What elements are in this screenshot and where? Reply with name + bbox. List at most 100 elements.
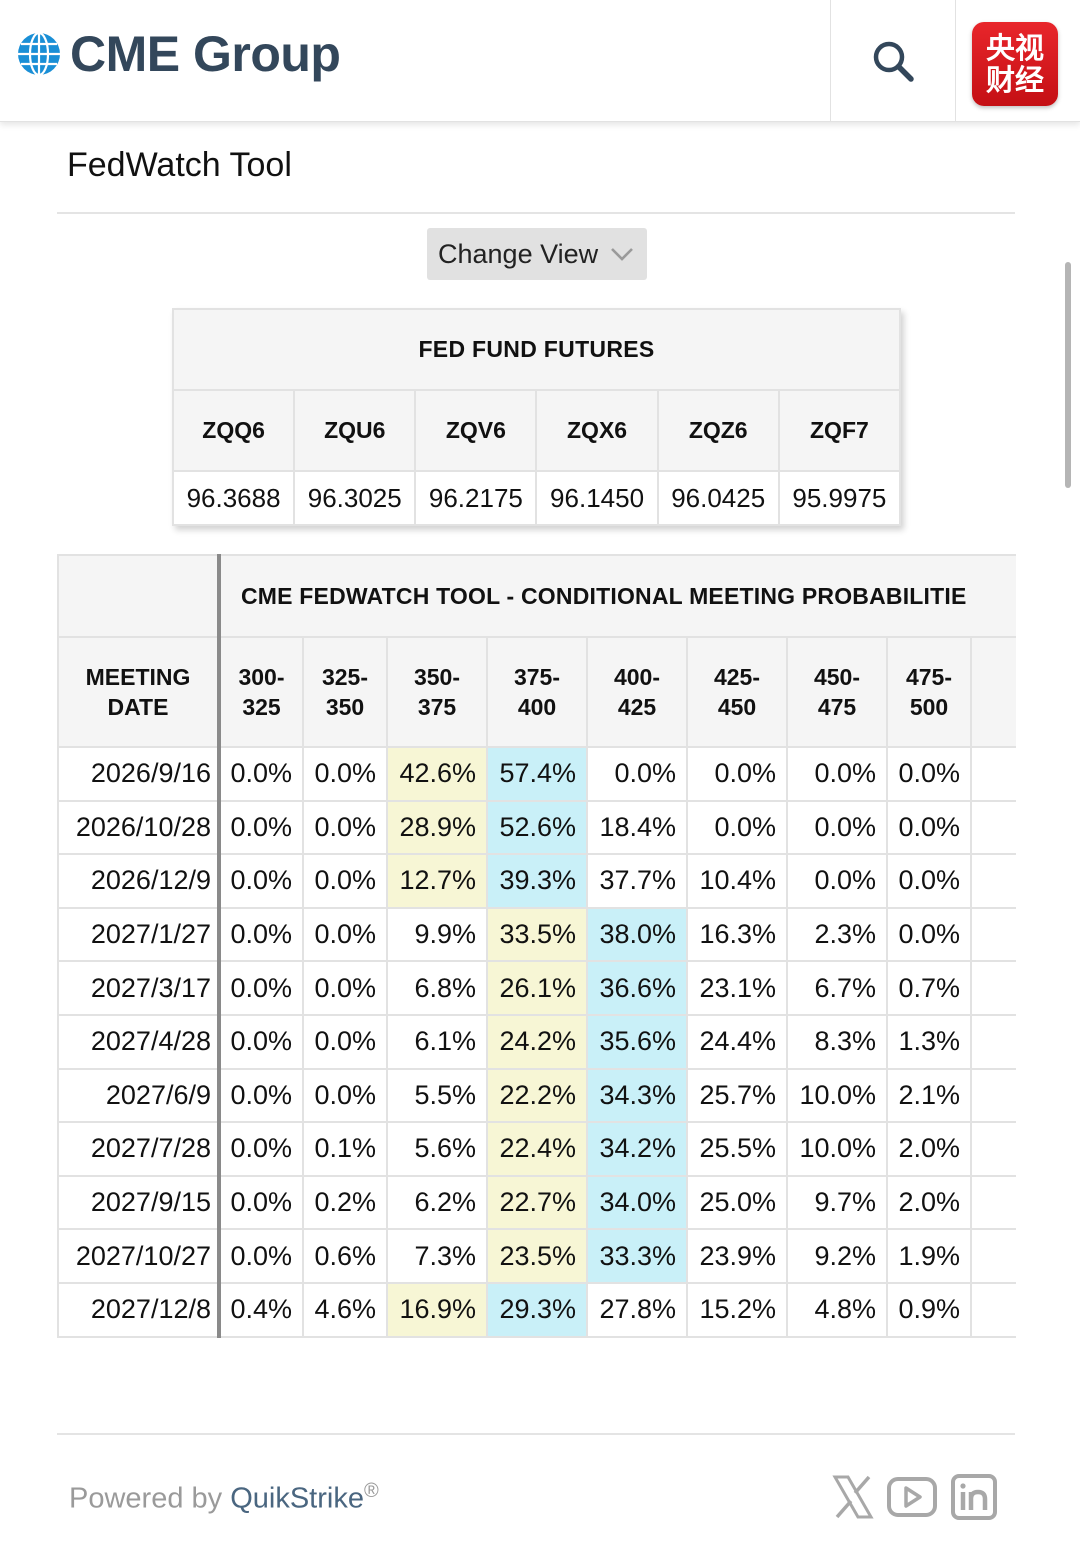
rate-range-upper: 325 — [242, 694, 281, 720]
probability-cell: 9.9% — [386, 906, 488, 963]
contract-code: ZQX6 — [535, 389, 659, 472]
probability-cell: 23.9% — [686, 1228, 788, 1284]
meeting-row: 2027/12/8 0.4% 4.6% 16.9% 29.3% 27.8% 15.2% 4.8… — [57, 1281, 1016, 1338]
probability-cell: 28.9% — [386, 799, 488, 856]
probability-cell: 0.6% — [302, 1228, 388, 1284]
probability-cell: 29.3% — [486, 1281, 588, 1338]
probability-cell: 5.6% — [386, 1121, 488, 1177]
probability-cell: 4.8% — [786, 1281, 888, 1338]
meeting-row: 2027/1/27 0.0% 0.0% 9.9% 33.5% 38.0% 16.3% 2.3%… — [57, 906, 1016, 963]
rate-range-upper: 350 — [325, 694, 365, 720]
rate-range-lower: 300- — [238, 664, 285, 690]
divider — [57, 1433, 1015, 1435]
probability-cell: 0.4% — [218, 1281, 304, 1338]
probability-cell: 0.2% — [969, 1228, 1016, 1284]
powered-by-label: Powered by — [69, 1482, 231, 1515]
meeting-date: 2027/6/9 — [57, 1067, 221, 1124]
contract-price: 96.3025 — [293, 470, 417, 526]
brand-name: CME Group — [70, 26, 341, 82]
probability-cell: 37.7% — [586, 853, 688, 909]
meeting-row: 2026/10/28 0.0% 0.0% 28.9% 52.6% 18.4% 0.0% 0.0… — [57, 799, 1016, 856]
cme-group-logo[interactable]: CME Group — [16, 24, 341, 84]
probability-cell: 0.0% — [302, 960, 388, 1016]
probability-cell: 10.4% — [686, 853, 788, 909]
probability-cell: 0.0% — [302, 1067, 388, 1124]
meeting-date-header-line2: DATE — [107, 694, 169, 720]
probability-cell: 0.9% — [886, 1281, 972, 1338]
search-button[interactable] — [830, 0, 956, 121]
meeting-date: 2027/10/27 — [57, 1228, 221, 1284]
linkedin-icon — [951, 1474, 997, 1520]
probability-cell: 0.0% — [786, 853, 888, 909]
change-view-label: Change View — [438, 238, 599, 269]
change-view-button[interactable]: Change View — [427, 228, 647, 280]
probability-cell: 0.0% — [218, 1121, 304, 1177]
probability-cell: 0.0% — [969, 960, 1016, 1016]
probability-cell: 0.0% — [886, 853, 972, 909]
probability-cell: 6.8% — [386, 960, 488, 1016]
rate-range-header: 400- 425 — [586, 636, 688, 748]
probability-cell: 0.0% — [218, 906, 304, 963]
divider — [57, 212, 1015, 214]
rate-range-header: 425- 450 — [686, 636, 788, 748]
probability-cell: 0.0% — [886, 799, 972, 856]
contract-price: 96.2175 — [414, 470, 538, 526]
x-link[interactable] — [832, 1474, 874, 1525]
probability-cell: 39.3% — [486, 853, 588, 909]
probability-cell: 0.1% — [969, 1281, 1016, 1338]
probability-cell: 0.1% — [302, 1121, 388, 1177]
probability-cell: 33.5% — [486, 906, 588, 963]
probability-cell: 0.7% — [886, 960, 972, 1016]
probabilities-scroll-container[interactable]: CME FEDWATCH TOOL - CONDITIONAL MEETING … — [57, 554, 1016, 1340]
probability-cell: 34.3% — [586, 1067, 688, 1124]
rate-range-header: 350- 375 — [386, 636, 488, 748]
contract-code: ZQQ6 — [171, 389, 296, 472]
probability-cell: 36.6% — [586, 960, 688, 1016]
rate-range-header: 475- 500 — [886, 636, 972, 748]
probability-cell: 33.3% — [586, 1228, 688, 1284]
meeting-row: 2027/10/27 0.0% 0.6% 7.3% 23.5% 33.3% 23.9% 9.2… — [57, 1228, 1016, 1284]
contract-price: 96.1450 — [535, 470, 659, 526]
probability-cell: 0.0% — [218, 799, 304, 856]
probability-cell: 0.0% — [686, 799, 788, 856]
meeting-row: 2027/4/28 0.0% 0.0% 6.1% 24.2% 35.6% 24.4% 8.3%… — [57, 1013, 1016, 1070]
probability-cell: 2.3% — [786, 906, 888, 963]
probability-cell: 0.2% — [969, 1067, 1016, 1124]
probability-cell: 1.3% — [886, 1013, 972, 1070]
probability-cell: 9.7% — [786, 1174, 888, 1231]
contract-price: 96.0425 — [656, 470, 780, 526]
rate-range-header: 375- 400 — [486, 636, 588, 748]
probability-cell: 0.0% — [218, 1174, 304, 1231]
rate-range-header: 325- 350 — [302, 636, 388, 748]
meeting-date: 2026/12/9 — [57, 853, 221, 909]
probability-cell: 6.7% — [786, 960, 888, 1016]
contract-code: ZQZ6 — [656, 389, 780, 472]
probability-cell: 22.2% — [486, 1067, 588, 1124]
probability-cell: 0.0% — [218, 853, 304, 909]
probability-cell: 4.6% — [302, 1281, 388, 1338]
probability-cell: 0.0% — [586, 746, 688, 802]
badge-line-1: 央视 — [985, 31, 1044, 65]
probability-cell: 0.0% — [218, 960, 304, 1016]
probability-cell: 2.1% — [886, 1067, 972, 1124]
rate-range-upper: 425 — [617, 694, 657, 720]
probability-cell: 12.7% — [386, 853, 488, 909]
linkedin-link[interactable] — [950, 1474, 998, 1525]
probability-cell: 0.0% — [969, 906, 1016, 963]
probability-cell: 15.2% — [686, 1281, 788, 1338]
page-scrollbar[interactable] — [1065, 262, 1071, 488]
probability-cell: 0.0% — [969, 853, 1016, 909]
probability-cell: 0.0% — [218, 1013, 304, 1070]
quikstrike-link[interactable]: QuikStrike — [230, 1482, 364, 1515]
probability-cell: 0.0% — [886, 906, 972, 963]
probability-cell: 0.2% — [969, 1121, 1016, 1177]
powered-by-credit: Powered by QuikStrike® — [69, 1480, 379, 1516]
youtube-link[interactable] — [886, 1474, 938, 1525]
probability-cell: 0.0% — [218, 746, 304, 802]
rate-range-header: 300- 325 — [218, 636, 304, 748]
rate-range-lower: 425- — [713, 664, 761, 690]
cctv-finance-badge: 央视 财经 — [972, 22, 1058, 106]
rate-range-header: 500-525 — [969, 636, 1016, 748]
rate-range-header: 450- 475 — [786, 636, 888, 748]
probability-cell: 24.4% — [686, 1013, 788, 1070]
